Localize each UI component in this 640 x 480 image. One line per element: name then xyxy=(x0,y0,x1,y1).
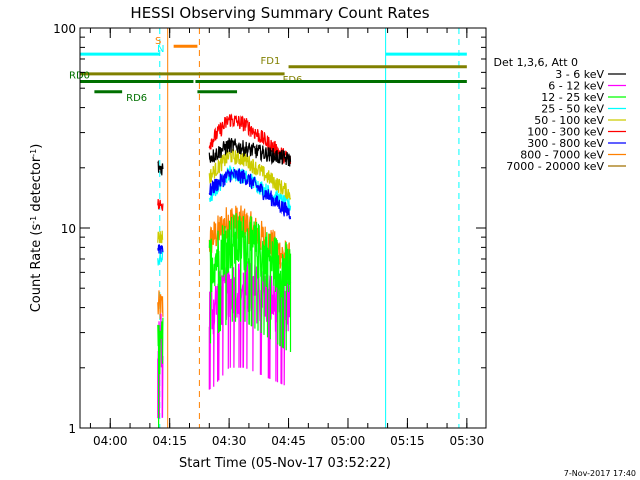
series-300-800-kev-trace-2 xyxy=(208,168,292,220)
legend-label-50-100-kev: 50 - 100 keV xyxy=(534,114,604,127)
flag-label-fd1: FD1 xyxy=(261,56,281,67)
flag-mark-n: N xyxy=(157,44,164,55)
x-tick-label-05-15: 05:15 xyxy=(390,434,425,448)
series-12-25-kev-trace-1 xyxy=(157,317,164,429)
plot-frame xyxy=(79,27,487,429)
series-3-6-kev-trace-2 xyxy=(208,137,292,167)
y-tick-label-100: 100 xyxy=(53,22,76,36)
series-12-25-kev-trace-2 xyxy=(208,213,292,352)
x-tick-label-05-00: 05:00 xyxy=(331,434,366,448)
legend-label-25-50-kev: 25 - 50 keV xyxy=(541,103,604,116)
legend-label-3-6-kev: 3 - 6 keV xyxy=(555,68,604,81)
footer-date: 7-Nov-2017 17:40 xyxy=(564,469,636,478)
x-tick-label-04-15: 04:15 xyxy=(152,434,187,448)
x-tick-label-04-45: 04:45 xyxy=(271,434,306,448)
y-tick-label-10: 10 xyxy=(61,222,76,236)
x-tick-label-04-00: 04:00 xyxy=(93,434,128,448)
legend-label-6-12-kev: 6 - 12 keV xyxy=(548,80,604,93)
y-tick-label-1: 1 xyxy=(68,422,76,436)
chart-title: HESSI Observing Summary Count Rates xyxy=(130,4,429,22)
flag-label-rd6: RD6 xyxy=(126,93,147,104)
y-axis-label: Count Rate (s-1 detector-1) xyxy=(29,144,45,313)
series-50-100-kev-trace-2 xyxy=(208,148,292,200)
legend-label-7000-20000-kev: 7000 - 20000 keV xyxy=(506,160,604,173)
flag-mark-s: S xyxy=(155,36,161,47)
x-tick-label-04-30: 04:30 xyxy=(212,434,247,448)
legend-label-300-800-kev: 300 - 800 keV xyxy=(527,137,604,150)
series-100-300-kev-trace-1 xyxy=(157,199,164,211)
legend-label-800-7000-kev: 800 - 7000 keV xyxy=(520,149,604,162)
series-25-50-kev-trace-1 xyxy=(157,250,164,266)
series-3-6-kev-trace-1 xyxy=(157,159,164,176)
legend-label-100-300-kev: 100 - 300 keV xyxy=(527,126,604,139)
legend-title: Det 1,3,6, Att 0 xyxy=(494,56,578,69)
x-tick-label-05-30: 05:30 xyxy=(450,434,485,448)
series-800-7000-kev-trace-1 xyxy=(157,290,164,320)
x-axis-label: Start Time (05-Nov-17 03:52:22) xyxy=(179,456,391,471)
series-50-100-kev-trace-1 xyxy=(157,230,164,244)
legend-label-12-25-kev: 12 - 25 keV xyxy=(541,91,604,104)
series-300-800-kev-trace-1 xyxy=(157,244,164,254)
